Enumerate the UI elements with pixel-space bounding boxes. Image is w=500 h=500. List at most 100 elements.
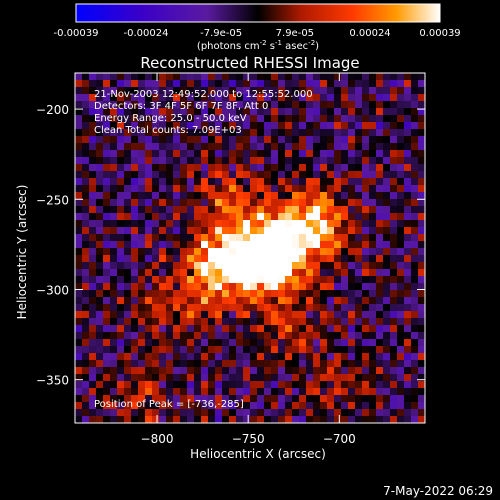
heatmap-cell — [180, 241, 188, 249]
heatmap-cell — [278, 227, 286, 235]
heatmap-cell — [320, 353, 328, 361]
heatmap-cell — [355, 248, 363, 256]
heatmap-cell — [208, 185, 216, 193]
heatmap-cell — [383, 346, 391, 354]
heatmap-cell — [327, 164, 335, 172]
heatmap-cell — [222, 269, 230, 277]
heatmap-cell — [194, 332, 202, 340]
heatmap-cell — [397, 318, 405, 326]
heatmap-cell — [117, 276, 125, 284]
heatmap-cell — [215, 332, 223, 340]
heatmap-cell — [215, 416, 223, 424]
heatmap-cell — [75, 227, 83, 235]
heatmap-cell — [278, 367, 286, 375]
heatmap-cell — [355, 255, 363, 263]
heatmap-cell — [418, 94, 426, 102]
heatmap-cell — [229, 157, 237, 165]
heatmap-cell — [257, 101, 265, 109]
heatmap-cell — [299, 150, 307, 158]
heatmap-cell — [236, 213, 244, 221]
heatmap-cell — [362, 192, 370, 200]
heatmap-cell — [320, 241, 328, 249]
heatmap-cell — [376, 178, 384, 186]
heatmap-cell — [89, 241, 97, 249]
heatmap-cell — [278, 101, 286, 109]
heatmap-cell — [278, 136, 286, 144]
heatmap-cell — [313, 87, 321, 95]
heatmap-cell — [313, 73, 321, 81]
y-tick-label: −200 — [36, 103, 69, 117]
heatmap-cell — [145, 346, 153, 354]
heatmap-cell — [110, 192, 118, 200]
heatmap-cell — [124, 101, 132, 109]
heatmap-cell — [292, 360, 300, 368]
heatmap-cell — [208, 304, 216, 312]
heatmap-cell — [124, 227, 132, 235]
heatmap-cell — [208, 143, 216, 151]
heatmap-cell — [411, 178, 419, 186]
heatmap-cell — [341, 157, 349, 165]
heatmap-cell — [194, 136, 202, 144]
heatmap-cell — [390, 185, 398, 193]
heatmap-cell — [75, 192, 83, 200]
heatmap-cell — [404, 332, 412, 340]
heatmap-cell — [96, 80, 104, 88]
heatmap-cell — [418, 115, 426, 123]
heatmap-cell — [362, 360, 370, 368]
heatmap-cell — [341, 283, 349, 291]
heatmap-cell — [180, 304, 188, 312]
heatmap-cell — [404, 367, 412, 375]
heatmap-cell — [215, 234, 223, 242]
heatmap-cell — [306, 276, 314, 284]
heatmap-cell — [292, 227, 300, 235]
heatmap-cell — [397, 255, 405, 263]
heatmap-cell — [201, 318, 209, 326]
heatmap-cell — [173, 304, 181, 312]
heatmap-cell — [292, 87, 300, 95]
heatmap-cell — [257, 178, 265, 186]
heatmap-cell — [208, 353, 216, 361]
heatmap-cell — [229, 395, 237, 403]
heatmap-cell — [173, 150, 181, 158]
heatmap-cell — [362, 381, 370, 389]
heatmap-cell — [418, 262, 426, 270]
heatmap-cell — [173, 283, 181, 291]
heatmap-cell — [152, 73, 160, 81]
heatmap-cell — [124, 346, 132, 354]
heatmap-cell — [145, 255, 153, 263]
heatmap-cell — [208, 346, 216, 354]
heatmap-cell — [145, 185, 153, 193]
heatmap-cell — [306, 213, 314, 221]
heatmap-cell — [306, 150, 314, 158]
heatmap-cell — [313, 94, 321, 102]
heatmap-cell — [292, 276, 300, 284]
heatmap-cell — [159, 101, 167, 109]
heatmap-cell — [348, 339, 356, 347]
heatmap-cell — [159, 374, 167, 382]
heatmap-cell — [145, 115, 153, 123]
heatmap-cell — [103, 178, 111, 186]
heatmap-cell — [229, 388, 237, 396]
heatmap-cell — [362, 143, 370, 151]
heatmap-cell — [166, 199, 174, 207]
heatmap-cell — [243, 227, 251, 235]
heatmap-cell — [264, 248, 272, 256]
heatmap-cell — [194, 171, 202, 179]
heatmap-cell — [117, 255, 125, 263]
heatmap-cell — [355, 157, 363, 165]
heatmap-cell — [229, 262, 237, 270]
heatmap-cell — [131, 164, 139, 172]
heatmap-cell — [355, 304, 363, 312]
heatmap-cell — [166, 185, 174, 193]
heatmap-cell — [257, 297, 265, 305]
heatmap-cell — [201, 304, 209, 312]
heatmap-cell — [306, 388, 314, 396]
heatmap-cell — [257, 332, 265, 340]
heatmap-cell — [411, 129, 419, 137]
heatmap-cell — [96, 192, 104, 200]
heatmap-cell — [320, 402, 328, 410]
heatmap-cell — [89, 192, 97, 200]
heatmap-cell — [145, 80, 153, 88]
heatmap-cell — [243, 178, 251, 186]
heatmap-cell — [145, 248, 153, 256]
